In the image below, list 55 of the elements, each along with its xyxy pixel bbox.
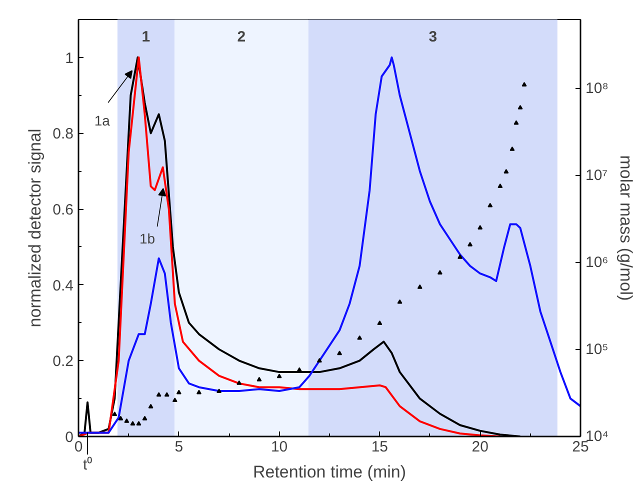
point <box>498 184 503 188</box>
annotation: t⁰ <box>82 456 92 474</box>
x-tick-label: 5 <box>174 438 184 456</box>
point <box>176 390 182 394</box>
x-axis-title: Retention time (min) <box>252 462 406 482</box>
point <box>124 418 130 423</box>
annotation: 1a <box>94 112 110 129</box>
band-label: 1 <box>142 28 150 46</box>
point <box>142 416 148 420</box>
point <box>377 320 382 325</box>
y-axis-title: normalized detector signal <box>26 128 45 328</box>
x-tick-label: 20 <box>472 438 488 456</box>
y-tick-label: 1 <box>65 50 74 67</box>
y2-tick-label: 10⁵ <box>586 340 608 358</box>
point <box>256 376 262 382</box>
point <box>468 242 473 246</box>
point <box>148 404 154 408</box>
point <box>276 374 282 378</box>
point <box>514 120 519 125</box>
point <box>458 254 463 259</box>
x-tick-label: 10 <box>270 438 288 456</box>
point <box>518 104 523 110</box>
point <box>397 299 402 304</box>
y-tick-label: 0.6 <box>52 202 74 219</box>
y-tick-label: 0.4 <box>52 277 74 294</box>
point <box>172 398 178 402</box>
point <box>478 225 483 230</box>
y-tick-label: 0.8 <box>52 126 74 143</box>
point <box>437 270 442 274</box>
y-tick-label: 0.2 <box>52 353 74 370</box>
point <box>236 380 242 385</box>
y2-tick-label: 10⁶ <box>586 254 608 271</box>
point <box>136 420 142 426</box>
point <box>196 390 202 394</box>
point <box>522 82 527 86</box>
point <box>130 420 136 426</box>
point <box>510 146 515 151</box>
point <box>504 169 509 174</box>
point <box>488 202 493 208</box>
band-label: 2 <box>237 28 246 46</box>
point <box>417 284 422 289</box>
point <box>112 411 118 416</box>
y2-tick-label: 10⁷ <box>586 166 608 184</box>
point <box>156 392 162 397</box>
band-label: 3 <box>428 28 438 46</box>
point <box>216 388 222 394</box>
point <box>357 335 362 340</box>
point <box>337 350 342 356</box>
y2-axis-title: molar mass (g/mol) <box>616 155 636 301</box>
point <box>118 416 124 420</box>
point <box>316 358 322 363</box>
y2-tick-label: 10⁸ <box>586 80 609 97</box>
annotation: 1b <box>139 230 156 247</box>
x-tick-label: 15 <box>371 438 388 456</box>
point <box>164 392 170 397</box>
